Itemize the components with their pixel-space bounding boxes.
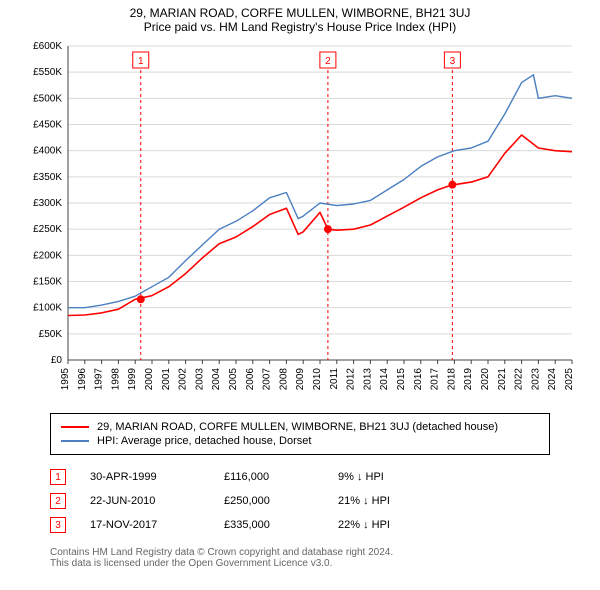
marker-price-1: £116,000 — [224, 471, 314, 483]
svg-text:1997: 1997 — [94, 368, 105, 391]
svg-text:£350K: £350K — [33, 172, 62, 183]
svg-text:£200K: £200K — [33, 250, 62, 261]
marker-box-3: 3 — [50, 517, 66, 533]
marker-row-2: 2 22-JUN-2010 £250,000 21% ↓ HPI — [50, 489, 550, 513]
svg-text:2012: 2012 — [346, 368, 357, 391]
marker-delta-3: 22% ↓ HPI — [338, 519, 448, 531]
svg-text:1999: 1999 — [127, 368, 138, 391]
marker-date-3: 17-NOV-2017 — [90, 519, 200, 531]
footer-text: Contains HM Land Registry data © Crown c… — [20, 547, 580, 569]
chart-area: £0 £50K £100K £150K £200K £250K £300K £350K £400… — [20, 40, 580, 405]
svg-text:2001: 2001 — [161, 368, 172, 391]
svg-text:2023: 2023 — [530, 368, 541, 391]
footer-line1: Contains HM Land Registry data © Crown c… — [50, 547, 580, 558]
marker-date-2: 22-JUN-2010 — [90, 495, 200, 507]
svg-text:2011: 2011 — [329, 368, 340, 390]
marker-box-1: 1 — [50, 469, 66, 485]
svg-text:£250K: £250K — [33, 224, 62, 235]
marker-row-1: 1 30-APR-1999 £116,000 9% ↓ HPI — [50, 465, 550, 489]
svg-text:£0: £0 — [51, 355, 63, 366]
svg-text:2006: 2006 — [245, 368, 256, 391]
svg-text:1995: 1995 — [60, 368, 71, 391]
svg-text:2015: 2015 — [396, 368, 407, 391]
svg-text:2008: 2008 — [278, 368, 289, 391]
legend-swatch-hpi — [61, 440, 89, 442]
svg-text:£500K: £500K — [33, 93, 62, 104]
legend-box: 29, MARIAN ROAD, CORFE MULLEN, WIMBORNE,… — [50, 413, 550, 455]
svg-text:2004: 2004 — [211, 368, 222, 391]
marker-table: 1 30-APR-1999 £116,000 9% ↓ HPI 2 22-JUN… — [50, 465, 550, 537]
svg-text:2005: 2005 — [228, 368, 239, 391]
svg-text:£450K: £450K — [33, 120, 62, 131]
svg-text:£400K: £400K — [33, 146, 62, 157]
svg-text:2013: 2013 — [362, 368, 373, 391]
footer-line2: This data is licensed under the Open Gov… — [50, 558, 580, 569]
svg-text:2010: 2010 — [312, 368, 323, 391]
svg-text:£300K: £300K — [33, 198, 62, 209]
svg-text:2022: 2022 — [514, 368, 525, 391]
svg-text:2000: 2000 — [144, 368, 155, 391]
legend-swatch-subject — [61, 426, 89, 428]
title-line2: Price paid vs. HM Land Registry's House … — [130, 20, 471, 34]
svg-text:2: 2 — [325, 56, 331, 67]
marker-price-3: £335,000 — [224, 519, 314, 531]
marker-date-1: 30-APR-1999 — [90, 471, 200, 483]
marker-row-3: 3 17-NOV-2017 £335,000 22% ↓ HPI — [50, 513, 550, 537]
svg-text:£600K: £600K — [33, 41, 62, 52]
legend-row-hpi: HPI: Average price, detached house, Dors… — [61, 434, 539, 448]
svg-text:2020: 2020 — [480, 368, 491, 391]
legend-label-hpi: HPI: Average price, detached house, Dors… — [97, 435, 311, 447]
svg-text:£550K: £550K — [33, 67, 62, 78]
svg-text:2009: 2009 — [295, 368, 306, 391]
svg-text:2007: 2007 — [262, 368, 273, 391]
legend-row-subject: 29, MARIAN ROAD, CORFE MULLEN, WIMBORNE,… — [61, 420, 539, 434]
marker-price-2: £250,000 — [224, 495, 314, 507]
line-chart-svg: £0 £50K £100K £150K £200K £250K £300K £350K £400… — [20, 40, 580, 405]
chart-container: 29, MARIAN ROAD, CORFE MULLEN, WIMBORNE,… — [0, 0, 600, 590]
svg-text:£100K: £100K — [33, 303, 62, 314]
svg-text:2003: 2003 — [194, 368, 205, 391]
svg-text:2016: 2016 — [413, 368, 424, 391]
svg-text:2018: 2018 — [446, 368, 457, 391]
legend-label-subject: 29, MARIAN ROAD, CORFE MULLEN, WIMBORNE,… — [97, 421, 498, 433]
svg-text:2021: 2021 — [497, 368, 508, 391]
svg-text:2024: 2024 — [547, 368, 558, 391]
title-line1: 29, MARIAN ROAD, CORFE MULLEN, WIMBORNE,… — [130, 6, 471, 20]
svg-text:2025: 2025 — [564, 368, 575, 391]
title-block: 29, MARIAN ROAD, CORFE MULLEN, WIMBORNE,… — [130, 0, 471, 34]
svg-text:1998: 1998 — [110, 368, 121, 391]
marker-delta-1: 9% ↓ HPI — [338, 471, 448, 483]
svg-text:1996: 1996 — [77, 368, 88, 391]
svg-text:1: 1 — [138, 56, 144, 67]
marker-box-2: 2 — [50, 493, 66, 509]
svg-text:£50K: £50K — [39, 329, 63, 340]
svg-text:2014: 2014 — [379, 368, 390, 391]
svg-text:2019: 2019 — [463, 368, 474, 391]
svg-text:2017: 2017 — [430, 368, 441, 391]
marker-delta-2: 21% ↓ HPI — [338, 495, 448, 507]
svg-text:£150K: £150K — [33, 277, 62, 288]
svg-text:2002: 2002 — [178, 368, 189, 391]
svg-text:3: 3 — [450, 56, 456, 67]
